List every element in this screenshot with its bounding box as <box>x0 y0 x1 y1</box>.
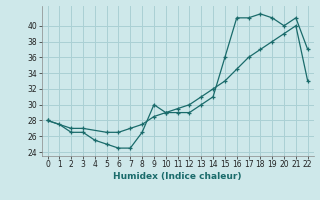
X-axis label: Humidex (Indice chaleur): Humidex (Indice chaleur) <box>113 172 242 181</box>
